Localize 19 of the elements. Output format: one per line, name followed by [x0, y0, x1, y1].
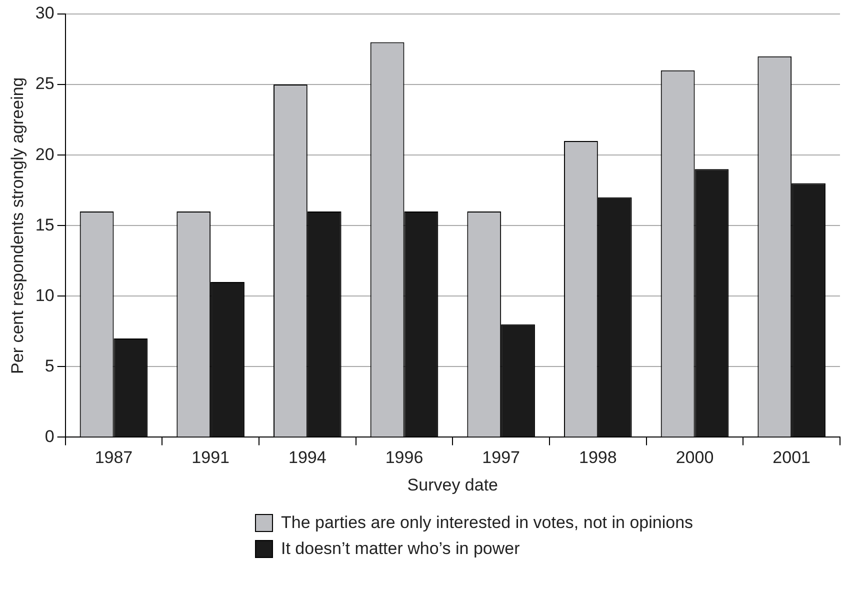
y-tick-label: 30	[35, 4, 54, 23]
x-tick-label: 1996	[385, 448, 424, 468]
y-tick-label: 0	[44, 426, 54, 446]
legend-label: The parties are only interested in votes, not in opinions	[281, 513, 694, 533]
y-tick-label: 10	[35, 286, 54, 305]
x-tick-label: 1997	[482, 448, 520, 468]
legend-label: It doesn’t matter who’s in power	[281, 539, 520, 559]
x-axis-title: Survey date	[407, 475, 498, 494]
y-tick-label: 20	[35, 144, 54, 164]
y-tick-label: 15	[35, 215, 54, 234]
x-tick-label: 1991	[192, 448, 230, 468]
x-tick-label: 1998	[578, 448, 617, 468]
y-axis-title: Per cent respondents strongly agreeing	[8, 77, 27, 374]
x-tick-label: 2000	[676, 448, 714, 468]
x-tick-label: 2001	[772, 448, 810, 468]
y-tick-label: 25	[35, 74, 54, 94]
x-tick-label: 1987	[94, 448, 133, 468]
y-tick-label: 5	[44, 356, 54, 376]
x-tick-label: 1994	[288, 448, 326, 468]
